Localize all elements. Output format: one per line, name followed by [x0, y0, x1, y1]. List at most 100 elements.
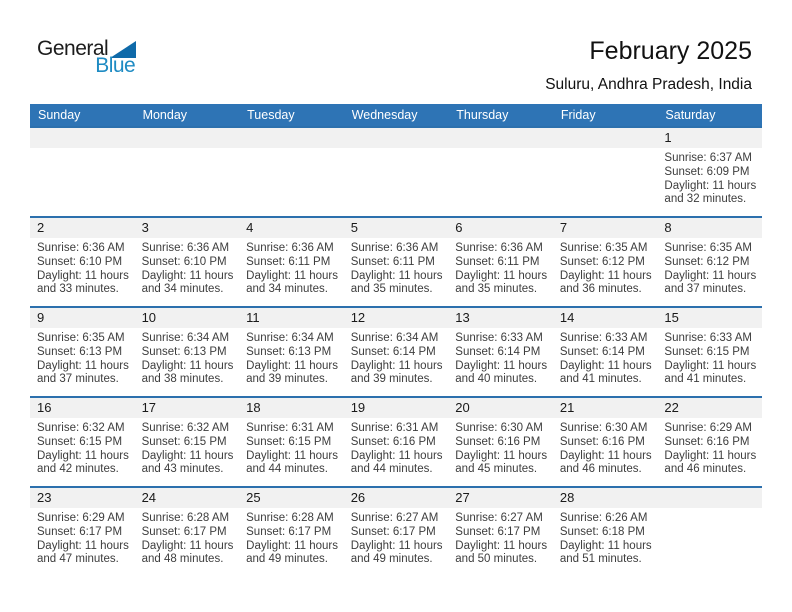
daylight-line-2: and 35 minutes. — [455, 283, 538, 296]
sunrise-line: Sunrise: 6:30 AM — [455, 422, 543, 434]
daylight-line-1: Daylight: 11 hours — [350, 269, 443, 282]
day-cell: 3 Sunrise: 6:36 AM Sunset: 6:10 PM Daylight… — [134, 218, 240, 306]
daylight-line-1: Daylight: 11 hours — [350, 449, 443, 462]
sunrise-line: Sunrise: 6:33 AM — [664, 332, 752, 344]
logo-text-blue: Blue — [95, 54, 136, 77]
day-details: Sunrise: 6:34 AM Sunset: 6:13 PM Daylight:… — [239, 328, 344, 387]
sunset-line: Sunset: 6:13 PM — [37, 345, 123, 358]
day-cell: 11 Sunrise: 6:34 AM Sunset: 6:13 PM Dayligh… — [239, 308, 344, 396]
day-number: 16 — [37, 400, 52, 415]
day-number-band: 3 — [134, 218, 240, 238]
sunset-line: Sunset: 6:15 PM — [37, 435, 123, 448]
daylight-line-2: and 41 minutes. — [664, 373, 747, 386]
day-details: Sunrise: 6:27 AM Sunset: 6:17 PM Daylight:… — [344, 508, 449, 567]
day-header-saturday: Saturday — [665, 108, 716, 122]
daylight-line-1: Daylight: 11 hours — [141, 359, 234, 372]
sunrise-line: Sunrise: 6:31 AM — [350, 422, 439, 434]
daylight-line-1: Daylight: 11 hours — [455, 449, 548, 462]
sunset-line: Sunset: 6:11 PM — [246, 255, 331, 268]
sunset-line: Sunset: 6:16 PM — [455, 435, 541, 448]
day-header-monday: Monday — [142, 108, 188, 122]
day-number-band: 22 — [657, 398, 762, 418]
logo-text-general: General — [37, 37, 109, 60]
sunrise-line: Sunrise: 6:28 AM — [246, 512, 334, 524]
day-number-band: 8 — [657, 218, 762, 238]
day-header-sunday: Sunday — [38, 108, 81, 122]
day-details: Sunrise: 6:26 AM Sunset: 6:18 PM Daylight:… — [553, 508, 658, 567]
day-number: 2 — [37, 220, 45, 235]
daylight-line-1: Daylight: 11 hours — [37, 359, 129, 372]
day-number: 5 — [350, 220, 358, 235]
day-number-band: 10 — [134, 308, 240, 328]
day-details — [553, 148, 658, 152]
sunset-line: Sunset: 6:16 PM — [559, 435, 645, 448]
day-number-band: 21 — [552, 398, 658, 418]
day-number: 18 — [246, 400, 261, 415]
day-number: 22 — [664, 400, 679, 415]
sunrise-line: Sunrise: 6:29 AM — [37, 512, 125, 524]
day-cell: 9 Sunrise: 6:35 AM Sunset: 6:13 PM Daylight… — [30, 308, 135, 396]
day-cell: 27 Sunrise: 6:27 AM Sunset: 6:17 PM Dayligh… — [448, 488, 553, 576]
daylight-line-1: Daylight: 11 hours — [246, 269, 338, 282]
sunrise-line: Sunrise: 6:35 AM — [664, 242, 752, 254]
day-header-friday: Friday — [560, 108, 596, 122]
day-details: Sunrise: 6:35 AM Sunset: 6:13 PM Daylight:… — [30, 328, 135, 387]
daylight-line-2: and 44 minutes. — [246, 463, 328, 476]
day-cell: 13 Sunrise: 6:33 AM Sunset: 6:14 PM Dayligh… — [448, 308, 553, 396]
sunset-line: Sunset: 6:13 PM — [246, 345, 332, 358]
daylight-line-2: and 37 minutes. — [664, 283, 747, 296]
day-cell: 23 Sunrise: 6:29 AM Sunset: 6:17 PM Dayligh… — [30, 488, 135, 576]
logo-triangle-icon — [110, 41, 137, 58]
daylight-line-1: Daylight: 11 hours — [559, 539, 652, 552]
sunset-line: Sunset: 6:17 PM — [141, 525, 227, 538]
daylight-line-1: Daylight: 11 hours — [246, 449, 338, 462]
daylight-line-1: Daylight: 11 hours — [141, 539, 234, 552]
day-number-band: 26 — [343, 488, 449, 508]
day-details: Sunrise: 6:36 AM Sunset: 6:11 PM Daylight:… — [448, 238, 553, 297]
sunset-line: Sunset: 6:15 PM — [664, 345, 750, 358]
day-details: Sunrise: 6:33 AM Sunset: 6:14 PM Daylight:… — [448, 328, 553, 387]
day-cell: 8 Sunrise: 6:35 AM Sunset: 6:12 PM Daylight… — [657, 218, 762, 306]
page-header: General Blue February 2025 Suluru, Andhr… — [37, 37, 752, 94]
empty-cell — [657, 488, 762, 576]
daylight-line-1: Daylight: 11 hours — [37, 269, 129, 282]
day-details: Sunrise: 6:32 AM Sunset: 6:15 PM Daylight:… — [30, 418, 135, 477]
daylight-line-1: Daylight: 11 hours — [37, 539, 129, 552]
week-row: 9 Sunrise: 6:35 AM Sunset: 6:13 PM Daylight… — [30, 306, 762, 396]
sunrise-line: Sunrise: 6:33 AM — [559, 332, 648, 344]
sunrise-line: Sunrise: 6:27 AM — [455, 512, 543, 524]
daylight-line-1: Daylight: 11 hours — [37, 449, 129, 462]
day-number: 19 — [350, 400, 366, 415]
week-row: 16 Sunrise: 6:32 AM Sunset: 6:15 PM Dayligh… — [30, 396, 762, 486]
day-number-band: 6 — [448, 218, 553, 238]
day-number-band — [134, 128, 240, 148]
empty-cell — [448, 128, 553, 216]
sunset-line: Sunset: 6:18 PM — [559, 525, 645, 538]
day-details: Sunrise: 6:28 AM Sunset: 6:17 PM Daylight:… — [135, 508, 240, 567]
day-details: Sunrise: 6:31 AM Sunset: 6:15 PM Daylight:… — [239, 418, 344, 477]
daylight-line-1: Daylight: 11 hours — [664, 269, 757, 282]
day-number-band: 1 — [657, 128, 762, 148]
daylight-line-2: and 49 minutes. — [246, 553, 328, 566]
day-number: 12 — [350, 310, 366, 325]
daylight-line-2: and 50 minutes. — [455, 553, 538, 566]
day-number: 1 — [664, 130, 672, 145]
day-number-band — [30, 128, 135, 148]
weekday-header-row: Sunday Monday Tuesday Wednesday Thursday… — [30, 104, 762, 126]
sunset-line: Sunset: 6:17 PM — [455, 525, 541, 538]
day-cell: 22 Sunrise: 6:29 AM Sunset: 6:16 PM Dayligh… — [657, 398, 762, 486]
day-number-band: 4 — [239, 218, 344, 238]
sunrise-line: Sunrise: 6:29 AM — [664, 422, 752, 434]
calendar-table: Sunday Monday Tuesday Wednesday Thursday… — [30, 104, 762, 576]
week-row: 1 Sunrise: 6:37 AM Sunset: 6:09 PM Daylight… — [30, 126, 762, 216]
day-number: 11 — [246, 310, 260, 325]
day-number: 8 — [664, 220, 672, 235]
day-details: Sunrise: 6:29 AM Sunset: 6:17 PM Daylight:… — [30, 508, 135, 567]
daylight-line-2: and 46 minutes. — [559, 463, 642, 476]
sunset-line: Sunset: 6:15 PM — [246, 435, 332, 448]
day-number: 15 — [664, 310, 679, 325]
day-cell: 12 Sunrise: 6:34 AM Sunset: 6:14 PM Dayligh… — [343, 308, 449, 396]
day-number: 10 — [141, 310, 157, 325]
page-title: February 2025 — [589, 37, 752, 65]
